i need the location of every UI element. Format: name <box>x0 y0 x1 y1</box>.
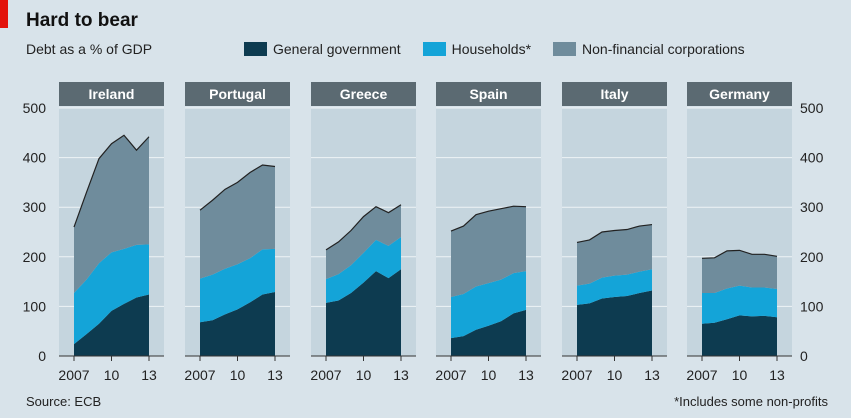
panel-header-greece <box>311 82 416 106</box>
chart-title: Hard to bear <box>26 10 138 31</box>
legend-swatch-general-government <box>244 42 267 56</box>
panel-title-germany: Germany <box>709 86 770 102</box>
total-line-germany <box>701 249 778 259</box>
x-tick-label-germany-2007: 2007 <box>686 367 717 383</box>
area-greece-nonfinancial <box>326 204 401 280</box>
area-ireland-nonfinancial <box>74 135 149 294</box>
total-line-spain <box>450 205 527 232</box>
y-tick-label-left-300: 300 <box>23 199 47 215</box>
y-tick-label-right-500: 500 <box>800 100 824 116</box>
area-italy-nonfinancial <box>577 224 652 286</box>
x-tick-label-portugal-2013: 13 <box>267 367 283 383</box>
legend-label-nonfinancial: Non-financial corporations <box>582 41 745 57</box>
panel-header-italy <box>562 82 667 106</box>
x-tick-label-spain-2013: 13 <box>518 367 534 383</box>
area-germany-nonfinancial <box>702 250 777 294</box>
area-portugal-nonfinancial <box>200 165 275 279</box>
brand-tag <box>0 0 8 28</box>
panel-title-ireland: Ireland <box>89 86 135 102</box>
area-greece-general-government <box>326 269 401 356</box>
legend-label-general-government: General government <box>273 41 401 57</box>
x-tick-label-italy-2010: 10 <box>607 367 623 383</box>
x-tick-label-greece-2013: 13 <box>393 367 409 383</box>
panel-title-portugal: Portugal <box>209 86 266 102</box>
x-tick-label-italy-2013: 13 <box>644 367 660 383</box>
legend-item-households: Households* <box>422 41 532 57</box>
footnote: *Includes some non-profits <box>674 394 828 409</box>
y-tick-label-left-500: 500 <box>23 100 47 116</box>
y-tick-label-left-200: 200 <box>23 249 47 265</box>
y-tick-label-right-0: 0 <box>800 348 808 364</box>
panel-header-spain <box>436 82 541 106</box>
panel-header-germany <box>687 82 792 106</box>
area-ireland-households <box>74 244 149 345</box>
area-ireland-general-government <box>74 294 149 356</box>
panel-header-portugal <box>185 82 290 106</box>
panel-title-greece: Greece <box>340 86 388 102</box>
panel-header-ireland <box>59 82 164 106</box>
legend-item-nonfinancial: Non-financial corporations <box>553 41 745 57</box>
x-tick-label-ireland-2013: 13 <box>141 367 157 383</box>
x-tick-label-spain-2007: 2007 <box>435 367 466 383</box>
area-portugal-general-government <box>200 292 275 356</box>
x-tick-label-greece-2007: 2007 <box>310 367 341 383</box>
area-germany-households <box>702 285 777 324</box>
y-tick-label-left-400: 400 <box>23 150 47 166</box>
chart-subtitle: Debt as a % of GDP <box>26 41 153 57</box>
area-greece-households <box>326 236 401 303</box>
total-line-portugal <box>199 164 276 211</box>
area-spain-general-government <box>451 309 526 356</box>
legend-swatch-nonfinancial <box>553 42 577 56</box>
y-tick-label-left-0: 0 <box>38 348 46 364</box>
legend: General government Households* Non-finan… <box>244 41 745 57</box>
total-line-italy <box>576 223 653 244</box>
x-tick-label-spain-2010: 10 <box>481 367 497 383</box>
x-tick-label-portugal-2010: 10 <box>230 367 246 383</box>
y-tick-label-left-100: 100 <box>23 298 47 314</box>
y-tick-label-right-300: 300 <box>800 199 824 215</box>
x-tick-label-italy-2007: 2007 <box>561 367 592 383</box>
legend-swatch-households <box>422 42 446 56</box>
x-tick-label-ireland-2007: 2007 <box>58 367 89 383</box>
x-tick-label-germany-2013: 13 <box>769 367 785 383</box>
x-tick-label-ireland-2010: 10 <box>104 367 120 383</box>
x-tick-label-germany-2010: 10 <box>732 367 748 383</box>
y-tick-label-right-400: 400 <box>800 150 824 166</box>
area-italy-households <box>577 269 652 305</box>
legend-item-general-government: General government <box>244 41 401 57</box>
panel-title-italy: Italy <box>600 86 628 102</box>
source-note: Source: ECB <box>26 394 102 409</box>
area-germany-general-government <box>702 315 777 356</box>
panel-title-spain: Spain <box>469 86 507 102</box>
area-spain-households <box>451 271 526 339</box>
area-italy-general-government <box>577 290 652 356</box>
x-tick-label-greece-2010: 10 <box>356 367 372 383</box>
y-tick-label-right-100: 100 <box>800 298 824 314</box>
total-line-greece <box>325 204 402 251</box>
total-line-ireland <box>73 134 150 228</box>
area-portugal-households <box>200 248 275 323</box>
y-tick-label-right-200: 200 <box>800 249 824 265</box>
x-tick-label-portugal-2007: 2007 <box>184 367 215 383</box>
area-spain-nonfinancial <box>451 206 526 297</box>
legend-label-households: Households* <box>451 41 532 57</box>
